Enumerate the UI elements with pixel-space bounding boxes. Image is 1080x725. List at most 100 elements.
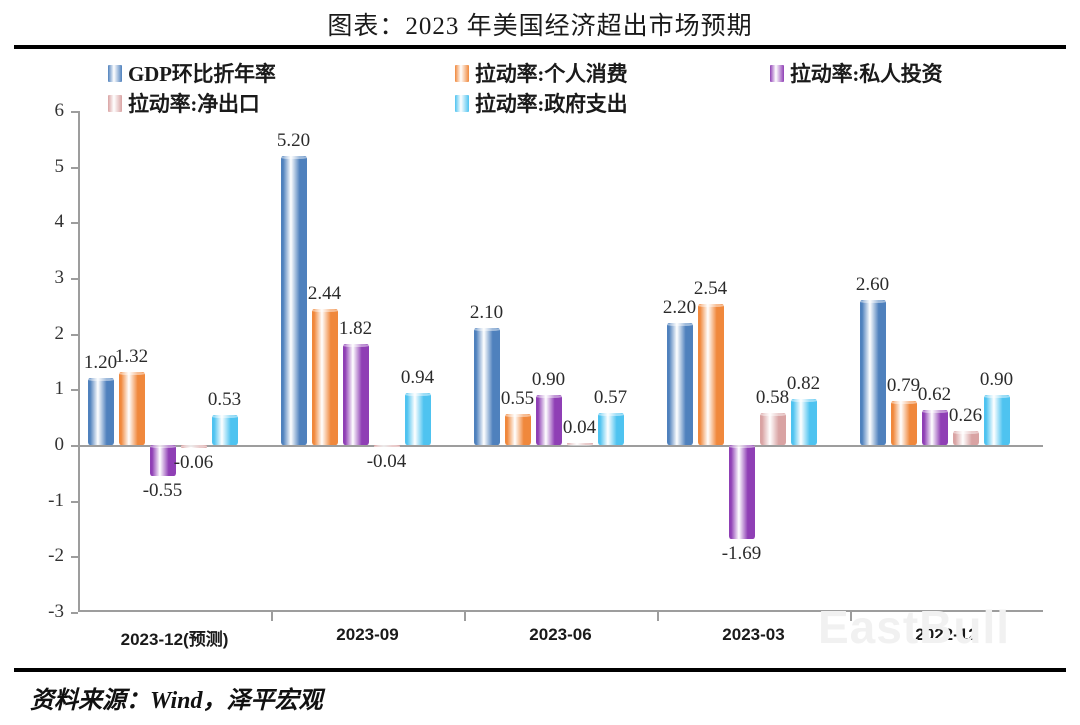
- bar-5-3[interactable]: [597, 413, 624, 445]
- x-tick-mark: [850, 612, 852, 621]
- bar-value-label: 2.54: [693, 277, 728, 299]
- y-tick-label: -2: [48, 545, 64, 567]
- y-tick-label: 5: [54, 155, 65, 177]
- y-tick-mark: [71, 389, 78, 392]
- bar-value-label: 0.90: [979, 368, 1014, 390]
- legend-item-3[interactable]: 拉动率:私人投资: [770, 58, 943, 88]
- bar-value-label: 1.32: [114, 345, 149, 367]
- y-tick-label: 0: [54, 434, 65, 455]
- bar-value-label: 1.82: [338, 317, 373, 339]
- bar-value-label: 2.60: [855, 274, 890, 296]
- bar-2-5[interactable]: [890, 401, 917, 445]
- bar-3-2[interactable]: [342, 343, 369, 445]
- bar-2-4[interactable]: [697, 303, 724, 445]
- y-tick-mark: [71, 333, 78, 336]
- bar-5-2[interactable]: [404, 392, 431, 445]
- legend-label: 拉动率:政府支出: [475, 92, 628, 116]
- bar-3-3[interactable]: [535, 394, 562, 445]
- bar-5-1[interactable]: [211, 415, 238, 445]
- bar-value-label: 0.62: [917, 384, 952, 406]
- bar-2-3[interactable]: [504, 414, 531, 445]
- x-tick-label: 2023-09: [336, 625, 399, 644]
- bar-value-label: 0.94: [400, 366, 435, 388]
- bar-4-3[interactable]: [566, 442, 593, 447]
- bar-5-5[interactable]: [983, 394, 1010, 445]
- x-tick-label: 2022-12: [915, 625, 978, 644]
- y-tick-mark: [71, 445, 78, 447]
- x-tick-mark: [271, 612, 273, 621]
- x-tick-mark: [657, 612, 659, 621]
- y-tick-mark: [71, 166, 78, 169]
- bar-3-5[interactable]: [921, 410, 948, 445]
- bar-4-5[interactable]: [952, 430, 979, 445]
- bar-4-4[interactable]: [759, 412, 786, 445]
- watermark: EastBull: [818, 601, 1011, 653]
- bar-1-2[interactable]: [280, 155, 307, 445]
- bar-2-1[interactable]: [118, 371, 145, 445]
- legend-label: 拉动率:私人投资: [790, 62, 943, 86]
- bar-value-label: 2.10: [469, 302, 504, 324]
- bar-3-1[interactable]: [149, 445, 176, 476]
- y-tick-label: 2: [54, 322, 65, 344]
- x-tick-label: 2023-06: [529, 625, 592, 644]
- top-divider: [14, 45, 1066, 49]
- y-tick-label: -1: [48, 489, 64, 511]
- bar-1-4[interactable]: [666, 322, 693, 445]
- y-tick-mark: [71, 278, 78, 280]
- bottom-divider: [14, 668, 1066, 672]
- bar-1-5[interactable]: [859, 300, 886, 445]
- bar-value-label: 0.79: [886, 375, 921, 397]
- bar-value-label: 0.90: [531, 368, 566, 390]
- y-tick-label: 6: [54, 100, 65, 121]
- bar-3-4[interactable]: [728, 445, 755, 540]
- y-tick-label: 4: [54, 211, 65, 233]
- bar-value-label: 0.55: [500, 388, 535, 410]
- x-tick-mark: [464, 612, 466, 621]
- gdp-swatch-icon: [108, 64, 122, 82]
- government-swatch-icon: [455, 94, 469, 112]
- y-tick-mark: [71, 500, 78, 503]
- legend-item-2[interactable]: 拉动率:个人消费: [455, 58, 628, 88]
- bar-value-label: -1.69: [721, 543, 762, 565]
- bar-value-label: -0.04: [366, 451, 407, 473]
- legend-item-4[interactable]: 拉动率:净出口: [108, 88, 260, 118]
- x-tick-label: 2023-12(预测): [120, 630, 229, 649]
- zero-baseline: [78, 445, 1043, 447]
- bar-value-label: 0.58: [755, 386, 790, 408]
- bar-4-1[interactable]: [180, 445, 207, 449]
- investment-swatch-icon: [770, 64, 784, 82]
- plot-area: 6 5 4 3 2 1 0 -1 -2 -3 2023-12(预测) 2023-09 2023-06 2…: [48, 100, 1043, 649]
- y-tick-mark: [71, 556, 78, 559]
- consumption-swatch-icon: [455, 64, 469, 82]
- y-tick-label: -3: [48, 601, 64, 622]
- bar-value-label: -0.55: [142, 479, 183, 501]
- legend-label: 拉动率:净出口: [128, 92, 260, 116]
- y-tick-mark: [71, 111, 78, 113]
- bar-5-4[interactable]: [790, 399, 817, 445]
- chart-legend: GDP环比折年率 拉动率:个人消费 拉动率:私人投资拉动率:净出口 拉动率:政府支出: [0, 58, 1080, 116]
- y-tick-label: 1: [54, 378, 65, 400]
- bar-value-label: 0.57: [593, 387, 628, 409]
- bar-2-2[interactable]: [311, 309, 338, 445]
- x-tick-label: 2023-03: [722, 625, 785, 644]
- bar-1-3[interactable]: [473, 328, 500, 445]
- legend-item-5[interactable]: 拉动率:政府支出: [455, 88, 628, 118]
- source-note: 资料来源：Wind，泽平宏观: [30, 688, 323, 714]
- bar-value-label: 5.20: [276, 129, 311, 151]
- bar-value-label: 2.20: [662, 296, 697, 318]
- bar-4-2[interactable]: [373, 445, 400, 449]
- legend-item-1[interactable]: GDP环比折年率: [108, 58, 276, 88]
- net-export-swatch-icon: [108, 94, 122, 112]
- y-tick-mark: [71, 612, 78, 614]
- legend-label: GDP环比折年率: [128, 62, 276, 86]
- bar-value-label: 0.53: [207, 389, 242, 411]
- legend-label: 拉动率:个人消费: [475, 62, 628, 86]
- bar-1-1[interactable]: [87, 378, 114, 445]
- bar-value-label: 0.04: [562, 416, 597, 438]
- bar-value-label: 2.44: [307, 283, 342, 305]
- page-title: 图表：2023 年美国经济超出市场预期: [327, 13, 753, 40]
- x-axis-line: [78, 610, 1043, 612]
- bar-value-label: 0.82: [786, 373, 821, 395]
- bar-value-label: 1.20: [83, 352, 118, 374]
